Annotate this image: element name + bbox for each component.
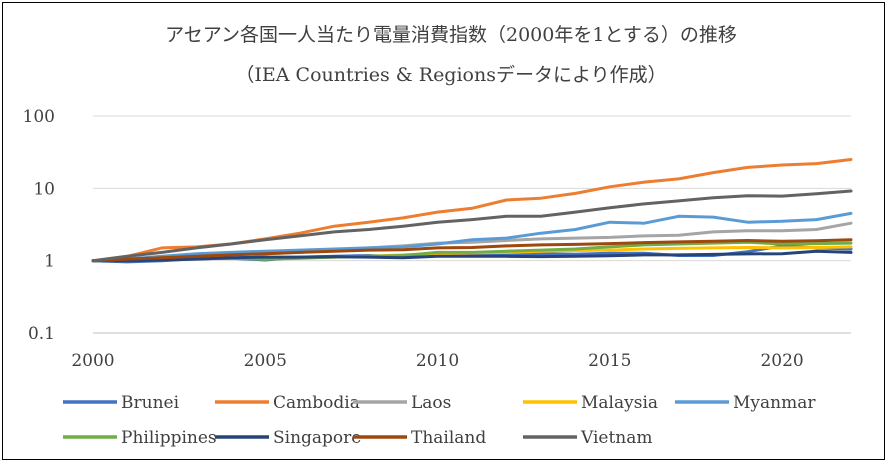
chart-subtitle: （IEA Countries & Regionsデータにより作成）	[235, 64, 666, 86]
legend-label-laos: Laos	[411, 393, 451, 413]
series-line-myanmar	[91, 211, 853, 263]
legend-label-malaysia: Malaysia	[581, 393, 658, 413]
series-line-vietnam	[91, 189, 853, 263]
legend-label-myanmar: Myanmar	[733, 393, 816, 413]
chart-title: アセアン各国一人当たり電量消費指数（2000年を1とする）の推移	[165, 24, 737, 46]
grid	[93, 115, 851, 334]
axis-ticks: 0.1 1 10 100 2000 2005 2010 2015 2020	[23, 107, 804, 371]
chart-frame: アセアン各国一人当たり電量消費指数（2000年を1とする）の推移 （IEA Co…	[2, 2, 885, 460]
y-tick-label: 1	[44, 252, 55, 272]
x-tick-label: 2020	[760, 351, 803, 371]
legend: Brunei Cambodia Laos Malaysia Myanmar Philipp…	[63, 393, 816, 448]
series-line-singapore	[91, 249, 853, 263]
y-tick-label: 10	[33, 179, 55, 199]
legend-label-cambodia: Cambodia	[273, 393, 360, 413]
x-tick-label: 2005	[244, 351, 287, 371]
y-tick-label: 0.1	[28, 324, 55, 344]
legend-label-brunei: Brunei	[121, 393, 180, 413]
x-tick-label: 2000	[71, 351, 114, 371]
x-tick-label: 2010	[416, 351, 459, 371]
series-lines	[91, 158, 853, 264]
series-line-thailand	[91, 238, 853, 263]
x-tick-label: 2015	[588, 351, 631, 371]
legend-label-singapore: Singapore	[273, 428, 361, 448]
legend-label-philippines: Philippines	[121, 428, 217, 448]
y-tick-label: 100	[23, 107, 55, 127]
chart: アセアン各国一人当たり電量消費指数（2000年を1とする）の推移 （IEA Co…	[23, 24, 853, 448]
legend-label-thailand: Thailand	[411, 428, 486, 448]
legend-label-vietnam: Vietnam	[580, 428, 653, 448]
